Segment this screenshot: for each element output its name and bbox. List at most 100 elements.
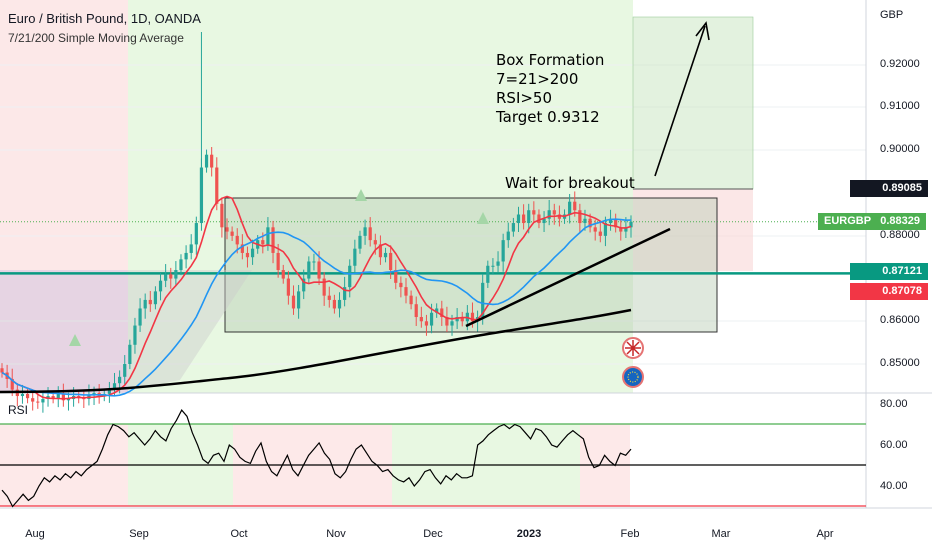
last-price: 0.88329	[880, 215, 920, 227]
symbol-name: EURGBP	[824, 215, 872, 227]
candle-body	[123, 364, 127, 377]
candle-body	[522, 214, 526, 224]
price-tick: 0.88000	[880, 229, 920, 241]
rsi-pane	[0, 409, 866, 508]
uk-flag-icon-cross	[625, 340, 641, 356]
candle-body	[383, 252, 388, 258]
time-tick: Mar	[711, 528, 731, 540]
candle-body	[496, 261, 500, 266]
candle-body	[588, 218, 592, 228]
candle-body	[470, 312, 475, 322]
candle-body	[133, 325, 137, 345]
candle-body	[302, 278, 306, 292]
candle-body	[378, 244, 383, 258]
price-tick: 0.91000	[880, 100, 920, 112]
candle-body	[112, 383, 117, 390]
target-arrow	[654, 25, 706, 177]
candle-body	[153, 291, 158, 305]
candle-body	[61, 393, 65, 401]
candle-body	[501, 240, 505, 262]
ma21-line	[1, 218, 632, 397]
arrow-head	[695, 21, 710, 41]
candle-body	[424, 321, 429, 326]
candle-body	[174, 270, 178, 279]
candle-body	[429, 312, 434, 326]
price-tick: 0.90000	[880, 143, 920, 155]
candle-body	[624, 227, 628, 232]
candle-body	[343, 287, 347, 300]
candle-body	[271, 227, 275, 253]
candle-body	[629, 221, 633, 228]
candle-body	[0, 368, 4, 373]
time-tick: Nov	[326, 528, 346, 540]
candle-body	[373, 240, 377, 245]
rsi-label[interactable]: RSI	[8, 403, 29, 417]
candle-body	[583, 218, 587, 224]
rsi-line	[1, 409, 632, 508]
candle-body	[189, 244, 193, 253]
price-tick: 0.92000	[880, 58, 920, 70]
signal-triangle	[355, 189, 367, 201]
rsi-tick: 40.00	[880, 480, 908, 492]
target-zone	[632, 16, 754, 190]
candle-body	[389, 252, 393, 271]
candle-body	[92, 393, 96, 395]
candle-body	[210, 154, 214, 168]
box-formation-rect	[224, 197, 718, 333]
candle-body	[491, 265, 495, 267]
price-tick: 0.85000	[880, 357, 920, 369]
indicator-legend[interactable]: 7/21/200 Simple Moving Average	[8, 31, 184, 45]
candle-body	[455, 317, 459, 322]
box-note-line: RSI>50	[496, 89, 553, 107]
rsi-tick: 80.00	[880, 398, 908, 410]
candle-body	[409, 295, 413, 305]
candle-body	[481, 282, 485, 318]
time-tick: Apr	[816, 528, 834, 540]
price-tick: 0.86000	[880, 314, 920, 326]
trend-line	[465, 227, 671, 328]
candle-body	[220, 203, 224, 228]
symbol-price-tag: EURGBP 0.88329	[818, 213, 926, 230]
candle-body	[51, 396, 55, 399]
candle-body	[552, 210, 556, 215]
candle-body	[266, 227, 270, 245]
candle-body	[542, 218, 546, 224]
candle-body	[573, 201, 577, 211]
candle-body	[281, 270, 285, 279]
candle-body	[230, 231, 234, 236]
candle-body	[225, 227, 229, 232]
box-note-line: Box Formation	[496, 51, 605, 69]
candle-body	[614, 218, 618, 228]
candle-body	[138, 308, 142, 326]
currency-label: GBP	[880, 9, 904, 21]
candle-body	[20, 393, 25, 397]
candle-body	[435, 308, 439, 313]
candle-body	[593, 227, 597, 232]
box-formation	[0, 16, 866, 392]
support-price-tag: 0.87121	[850, 263, 928, 280]
candle-body	[358, 235, 362, 249]
candle-body	[25, 393, 30, 399]
candle-body	[286, 278, 290, 296]
candle-body	[578, 210, 582, 224]
candle-body	[240, 244, 244, 253]
candle-body	[419, 317, 423, 322]
candle-body	[404, 287, 408, 296]
candle-body	[312, 261, 316, 263]
candle-body	[66, 399, 71, 401]
time-tick: Sep	[129, 528, 149, 540]
candle-body	[148, 299, 152, 305]
candle-body	[516, 214, 521, 224]
candle-body	[107, 389, 111, 394]
retrace-wedge-left	[0, 270, 128, 392]
candle-body	[399, 282, 403, 288]
moving-averages	[0, 195, 632, 400]
candle-body	[532, 210, 536, 215]
candle-body	[348, 265, 352, 288]
candle-body	[450, 321, 454, 326]
candle-body	[327, 295, 331, 300]
candle-body	[41, 399, 45, 403]
candle-body	[158, 280, 163, 292]
candle-body	[82, 398, 86, 400]
